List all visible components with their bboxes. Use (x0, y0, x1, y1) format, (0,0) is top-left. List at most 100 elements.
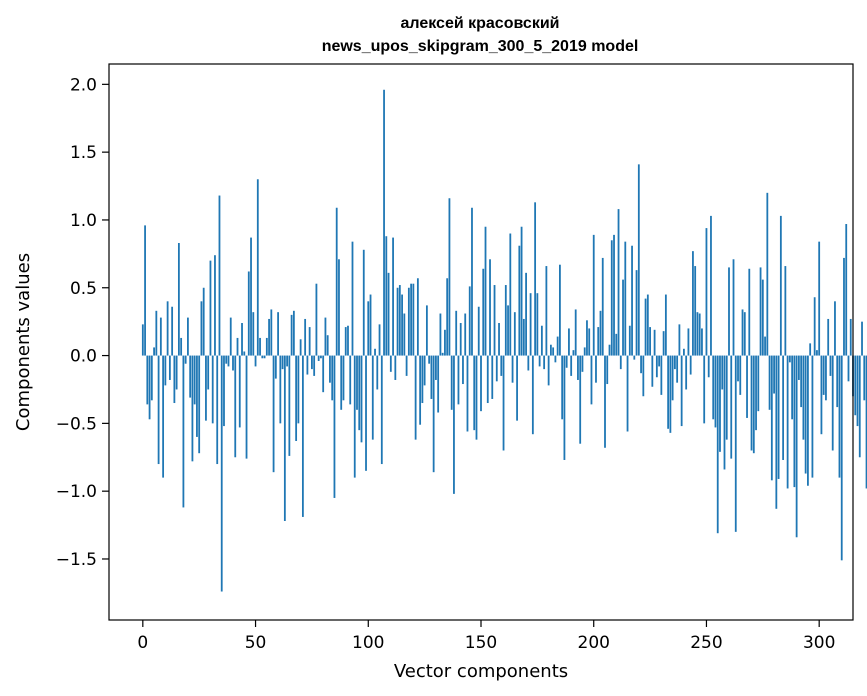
bar-component-246 (696, 312, 699, 356)
bar-component-137 (450, 355, 453, 410)
bar-component-68 (295, 355, 298, 441)
bar-component-267 (743, 312, 746, 356)
bar-component-247 (698, 313, 701, 356)
bar-component-256 (719, 355, 721, 452)
bar-component-52 (259, 337, 261, 356)
bar-component-124 (421, 355, 424, 404)
bar-component-146 (471, 207, 473, 356)
bar-component-192 (574, 309, 577, 356)
bar-component-263 (734, 355, 737, 532)
bar-component-289 (793, 355, 796, 488)
bar-component-234 (669, 355, 672, 433)
bar-component-190 (570, 355, 573, 376)
bar-component-288 (791, 355, 794, 420)
bar-component-93 (351, 241, 354, 356)
bar-component-126 (425, 305, 428, 356)
bar-component-133 (441, 352, 444, 356)
bar-component-155 (491, 355, 494, 399)
bar-component-67 (292, 310, 295, 356)
bar-component-290 (795, 355, 798, 538)
bar-component-159 (500, 355, 503, 376)
bar-component-207 (608, 344, 611, 356)
bar-component-25 (198, 355, 201, 454)
x-axis-ticks: 0 50 100 150 200 250 300 (137, 620, 835, 653)
bar-component-206 (606, 355, 609, 385)
bar-component-276 (764, 336, 766, 356)
bar-component-76 (313, 355, 316, 376)
bar-component-150 (480, 355, 482, 412)
bar-component-27 (202, 287, 205, 356)
x-tick-label: 250 (690, 633, 722, 653)
bar-component-266 (741, 309, 744, 356)
bar-component-147 (473, 355, 476, 431)
bar-component-113 (396, 287, 399, 356)
bar-component-219 (635, 270, 638, 356)
bar-component-20 (187, 317, 189, 356)
bar-component-261 (730, 355, 733, 459)
bar-component-286 (786, 355, 789, 489)
bar-component-153 (486, 355, 489, 404)
bar-component-131 (437, 355, 440, 413)
bar-component-74 (308, 327, 311, 356)
bar-component-299 (816, 350, 818, 356)
bar-component-9 (162, 355, 165, 478)
y-tick-label: 1.0 (70, 211, 97, 231)
bar-component-114 (398, 285, 401, 356)
bar-component-96 (358, 355, 361, 431)
bar-component-84 (331, 355, 334, 401)
bar-component-177 (540, 325, 543, 356)
bar-component-169 (522, 318, 525, 356)
bar-component-118 (407, 287, 410, 356)
bar-component-216 (628, 325, 631, 356)
bar-component-161 (504, 285, 507, 356)
bar-component-119 (410, 283, 413, 356)
bar-component-255 (716, 355, 719, 534)
bar-component-21 (189, 355, 192, 398)
bar-component-308 (836, 355, 839, 408)
y-tick-label: 0.5 (70, 279, 97, 299)
y-tick-label: 1.5 (70, 143, 97, 163)
bar-component-100 (367, 301, 370, 356)
bar-component-217 (631, 245, 633, 356)
bar-component-135 (446, 278, 449, 356)
bar-component-156 (493, 285, 496, 356)
bar-component-28 (205, 355, 207, 421)
bar-component-136 (448, 198, 451, 356)
bar-component-90 (344, 327, 347, 356)
bar-component-279 (770, 355, 773, 481)
bar-component-82 (326, 335, 329, 356)
bar-component-61 (279, 355, 282, 424)
bar-component-239 (680, 355, 683, 427)
bar-component-185 (559, 264, 561, 356)
bar-component-163 (509, 233, 512, 356)
bar-component-195 (581, 355, 584, 372)
bar-component-12 (168, 355, 171, 380)
bar-component-26 (200, 301, 203, 356)
bar-component-94 (353, 355, 356, 478)
bar-component-211 (617, 209, 620, 356)
bar-component-251 (707, 355, 710, 378)
bar-component-282 (777, 355, 780, 479)
bar-component-231 (662, 331, 665, 356)
bar-component-167 (518, 245, 521, 356)
bar-component-172 (529, 293, 532, 356)
bar-component-197 (586, 320, 588, 356)
bar-component-189 (568, 328, 570, 356)
bar-component-87 (338, 259, 340, 356)
bar-component-64 (286, 355, 289, 367)
bar-component-36 (223, 355, 225, 427)
bar-component-51 (256, 179, 259, 356)
x-tick-label: 300 (803, 633, 835, 653)
bar-component-17 (180, 337, 183, 356)
y-tick-label: −1.5 (56, 550, 97, 570)
bar-component-72 (304, 318, 307, 356)
bar-component-176 (538, 355, 541, 367)
bar-component-2 (146, 355, 149, 405)
bar-component-237 (676, 355, 679, 383)
bar-component-33 (216, 355, 219, 465)
bar-component-78 (317, 355, 320, 361)
bar-component-41 (234, 355, 237, 458)
bar-component-273 (757, 355, 760, 412)
bar-component-89 (342, 355, 345, 401)
bar-component-235 (671, 355, 674, 401)
